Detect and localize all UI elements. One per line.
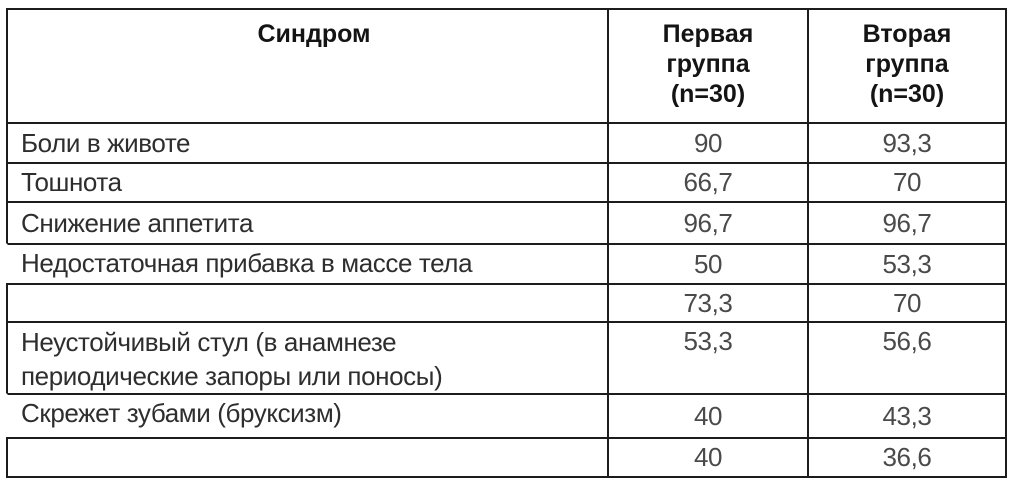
group1-value-cell: 50: [607, 243, 807, 283]
group1-value-cell: 40: [607, 437, 807, 478]
group2-value-cell: 36,6: [807, 437, 1007, 478]
group1-value-cell: 40: [607, 393, 807, 437]
syndrome-cell: Боли в животе: [6, 122, 607, 162]
group2-value-cell: 96,7: [807, 201, 1007, 243]
syndrome-cell: Скрежет зубами (бруксизм): [6, 393, 607, 437]
syndrome-cell: [6, 283, 607, 321]
syndrome-cell: Снижение аппетита: [6, 201, 607, 243]
syndromes-table: Синдром Первая группа (n=30) Вторая груп…: [6, 8, 1007, 478]
syndrome-cell: Неустойчивый стул (в анамнезе периодичес…: [6, 321, 607, 393]
group1-value-cell: 66,7: [607, 162, 807, 201]
group1-value-cell: 73,3: [607, 283, 807, 321]
group2-value-cell: 56,6: [807, 321, 1007, 393]
group1-value-cell: 96,7: [607, 201, 807, 243]
header-cell-group1: Первая группа (n=30): [607, 8, 807, 122]
syndrome-cell: Недостаточная прибавка в массе тела: [6, 243, 607, 283]
header-cell-syndrome: Синдром: [6, 8, 607, 122]
header-cell-group2: Вторая группа (n=30): [807, 8, 1007, 122]
group1-value-cell: 53,3: [607, 321, 807, 393]
syndrome-cell: [6, 437, 607, 478]
group1-value-cell: 90: [607, 122, 807, 162]
group2-value-cell: 93,3: [807, 122, 1007, 162]
group2-value-cell: 70: [807, 162, 1007, 201]
syndrome-cell: Тошнота: [6, 162, 607, 201]
group2-value-cell: 43,3: [807, 393, 1007, 437]
group2-value-cell: 70: [807, 283, 1007, 321]
group2-value-cell: 53,3: [807, 243, 1007, 283]
